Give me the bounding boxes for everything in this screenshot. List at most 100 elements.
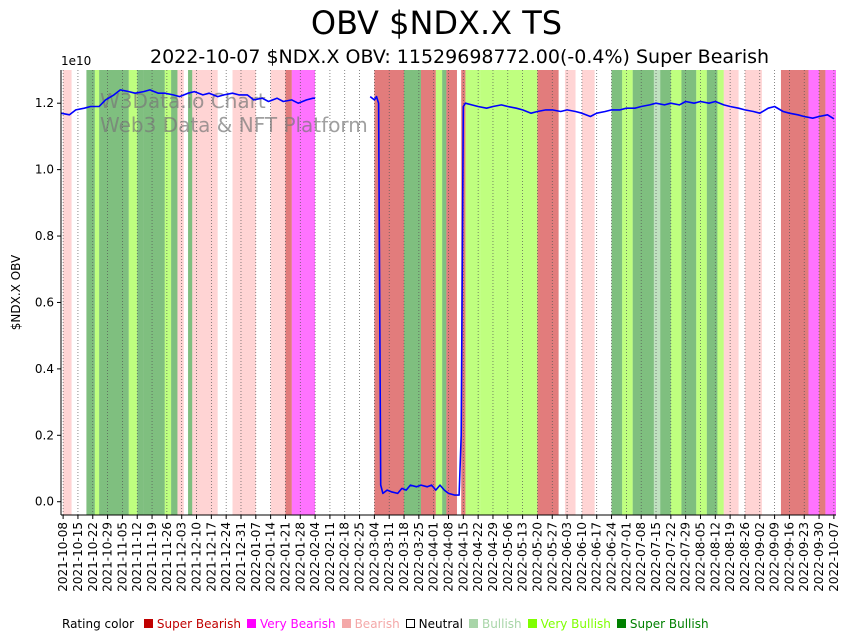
x-tick-label: 2022-07-22 bbox=[664, 522, 678, 592]
legend-swatch bbox=[527, 619, 537, 628]
rating-band bbox=[706, 70, 718, 515]
rating-band bbox=[291, 70, 316, 515]
x-tick-label: 2022-08-19 bbox=[723, 522, 737, 592]
x-tick-label: 2022-04-08 bbox=[442, 522, 456, 592]
legend-item-label: Super Bullish bbox=[629, 617, 709, 631]
x-tick-label: 2022-09-30 bbox=[812, 522, 826, 592]
x-tick-label: 2022-01-28 bbox=[293, 522, 307, 592]
y-tick-label: 0.2 bbox=[35, 428, 54, 442]
rating-band bbox=[670, 70, 682, 515]
rating-band bbox=[270, 70, 286, 515]
legend-item: Bullish bbox=[468, 617, 522, 631]
x-tick-label: 2022-02-11 bbox=[323, 522, 337, 592]
x-tick-label: 2022-01-07 bbox=[249, 522, 263, 592]
y-tick-label: 0.4 bbox=[35, 362, 54, 376]
rating-band bbox=[744, 70, 762, 515]
legend-swatch bbox=[468, 619, 478, 628]
rating-band bbox=[819, 70, 826, 515]
x-tick-label: 2022-06-03 bbox=[560, 522, 574, 592]
y-scale-label: 1e10 bbox=[61, 54, 91, 68]
x-tick-label: 2022-03-25 bbox=[412, 522, 426, 592]
watermark-text: W3Data.io Chart bbox=[100, 89, 266, 113]
rating-band bbox=[137, 70, 144, 515]
x-tick-label: 2021-11-19 bbox=[145, 522, 159, 592]
x-tick-label: 2022-05-06 bbox=[501, 522, 515, 592]
rating-band bbox=[660, 70, 671, 515]
legend-swatch bbox=[616, 619, 626, 628]
watermark-text: Web3 Data & NFT Platform bbox=[100, 113, 368, 137]
x-tick-label: 2022-08-12 bbox=[708, 522, 722, 592]
y-tick-label: 0.6 bbox=[35, 295, 54, 309]
x-tick-label: 2022-01-21 bbox=[278, 522, 292, 592]
x-tick-label: 2022-04-01 bbox=[427, 522, 441, 592]
x-tick-label: 2022-06-17 bbox=[590, 522, 604, 592]
legend-item-label: Bullish bbox=[481, 617, 522, 631]
x-tick-label: 2022-03-04 bbox=[367, 522, 381, 592]
legend-item-label: Very Bearish bbox=[259, 617, 336, 631]
rating-legend: Rating color Super Bearish Very Bearish Be… bbox=[62, 617, 715, 631]
x-tick-label: 2022-08-26 bbox=[738, 522, 752, 592]
x-tick-label: 2021-10-22 bbox=[86, 522, 100, 592]
rating-band bbox=[465, 70, 481, 515]
legend-swatch bbox=[246, 619, 256, 628]
x-tick-label: 2021-12-03 bbox=[175, 522, 189, 592]
rating-band bbox=[188, 70, 193, 515]
chart-subtitle: 2022-10-07 $NDX.X OBV: 11529698772.00(-0… bbox=[150, 46, 770, 68]
x-tick-label: 2022-07-01 bbox=[619, 522, 633, 592]
x-tick-label: 2022-09-23 bbox=[797, 522, 811, 592]
x-tick-label: 2022-03-18 bbox=[397, 522, 411, 592]
rating-band bbox=[143, 70, 165, 515]
x-tick-label: 2022-09-09 bbox=[768, 522, 782, 592]
rating-band bbox=[808, 70, 820, 515]
rating-band bbox=[480, 70, 496, 515]
rating-band bbox=[285, 70, 292, 515]
rating-band bbox=[232, 70, 256, 515]
rating-band bbox=[128, 70, 138, 515]
chart-title: OBV $NDX.X TS bbox=[310, 4, 563, 42]
x-tick-label: 2022-02-18 bbox=[338, 522, 352, 592]
legend-swatch bbox=[341, 619, 351, 628]
legend-item: Super Bullish bbox=[616, 617, 709, 631]
legend-item: Neutral bbox=[405, 617, 463, 631]
rating-band bbox=[696, 70, 707, 515]
legend-label: Rating color bbox=[62, 617, 135, 631]
legend-item-label: Bearish bbox=[354, 617, 400, 631]
rating-band bbox=[653, 70, 661, 515]
rating-band bbox=[564, 70, 576, 515]
x-tick-label: 2022-05-27 bbox=[545, 522, 559, 592]
x-tick-label: 2022-04-22 bbox=[471, 522, 485, 592]
obv-series-line bbox=[60, 89, 835, 496]
rating-band bbox=[404, 70, 421, 515]
rating-band bbox=[495, 70, 523, 515]
rating-band bbox=[446, 70, 457, 515]
x-tick-label: 2022-02-04 bbox=[308, 522, 322, 592]
legend-item: Super Bearish bbox=[143, 617, 241, 631]
legend-item-label: Super Bearish bbox=[156, 617, 241, 631]
x-tick-label: 2021-12-17 bbox=[204, 522, 218, 592]
legend-item: Very Bearish bbox=[246, 617, 336, 631]
rating-band bbox=[537, 70, 559, 515]
rating-band bbox=[177, 70, 184, 515]
x-tick-label: 2022-05-20 bbox=[530, 522, 544, 592]
rating-band bbox=[171, 70, 178, 515]
rating-band bbox=[825, 70, 836, 515]
x-tick-label: 2022-04-29 bbox=[486, 522, 500, 592]
x-tick-label: 2022-01-14 bbox=[264, 522, 278, 592]
legend-item-label: Neutral bbox=[418, 617, 463, 631]
x-tick-label: 2022-09-02 bbox=[753, 522, 767, 592]
rating-band bbox=[442, 70, 447, 515]
y-tick-label: 1.0 bbox=[35, 163, 54, 177]
rating-band bbox=[164, 70, 172, 515]
x-tick-label: 2021-11-05 bbox=[115, 522, 129, 592]
x-tick-label: 2022-09-16 bbox=[782, 522, 796, 592]
x-tick-label: 2022-07-08 bbox=[634, 522, 648, 592]
rating-band bbox=[780, 70, 809, 515]
x-tick-label: 2022-06-10 bbox=[575, 522, 589, 592]
legend-swatch bbox=[143, 619, 153, 628]
x-tick-label: 2022-10-07 bbox=[827, 522, 841, 592]
y-tick-label: 0.8 bbox=[35, 229, 54, 243]
rating-band bbox=[420, 70, 436, 515]
y-tick-label: 1.2 bbox=[35, 96, 54, 110]
x-tick-label: 2022-06-24 bbox=[605, 522, 619, 592]
